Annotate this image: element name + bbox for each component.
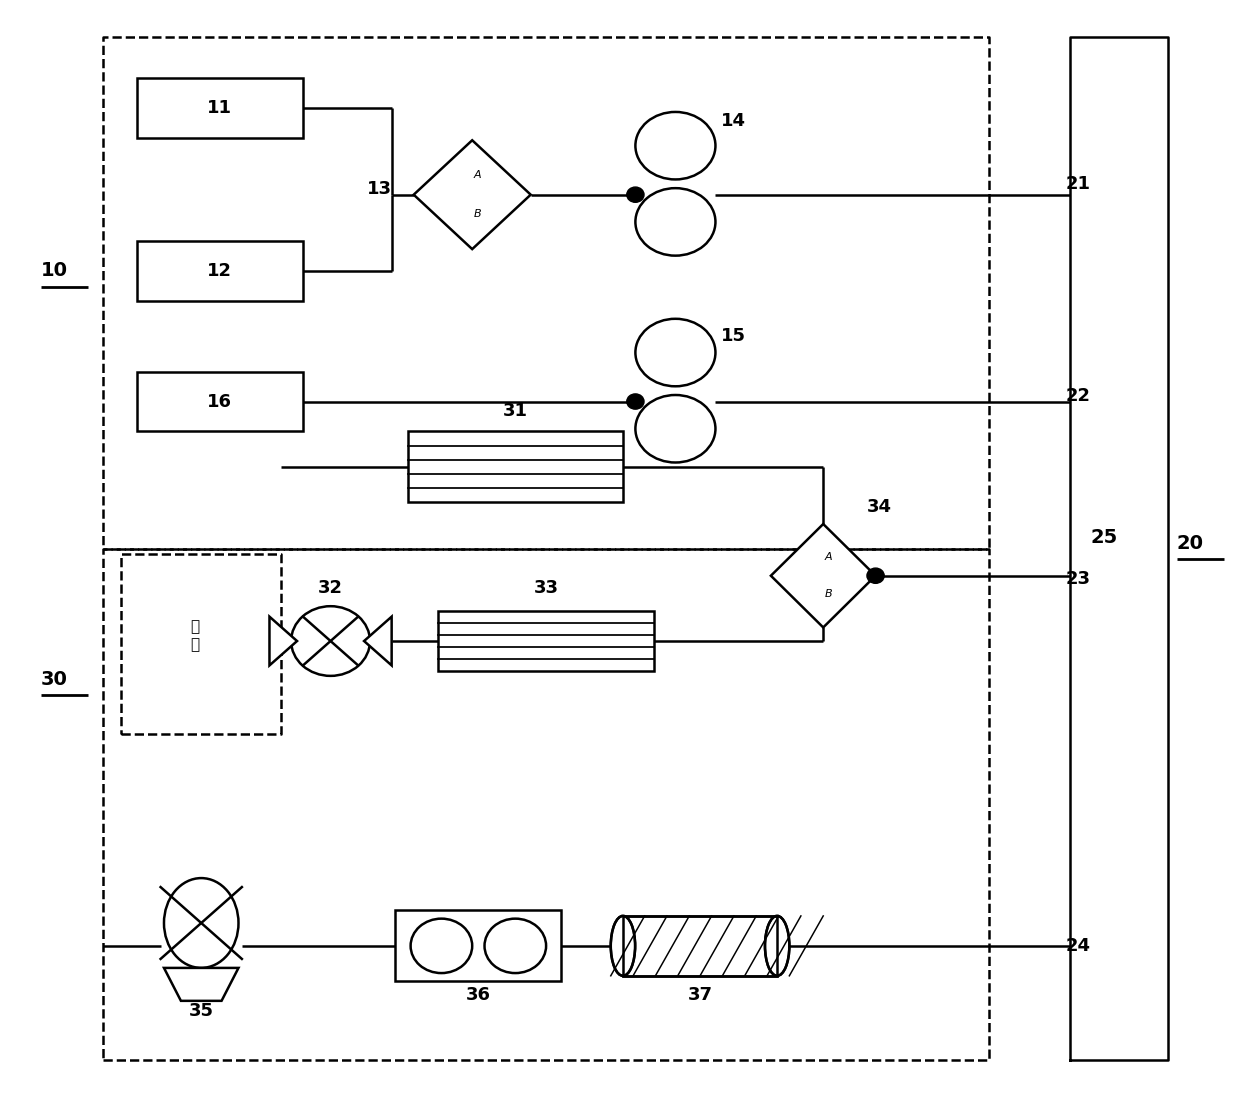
Ellipse shape — [164, 878, 238, 968]
Polygon shape — [771, 524, 875, 627]
Text: 16: 16 — [207, 393, 232, 410]
Bar — [622, 916, 777, 976]
Polygon shape — [365, 617, 392, 666]
Bar — [136, 241, 303, 301]
Text: 36: 36 — [466, 986, 491, 1004]
Circle shape — [485, 918, 546, 973]
Text: A: A — [474, 170, 481, 180]
Text: 23: 23 — [1066, 570, 1091, 588]
Bar — [396, 911, 562, 981]
Text: B: B — [825, 589, 832, 599]
Circle shape — [626, 394, 644, 409]
Ellipse shape — [635, 319, 715, 386]
Text: 35: 35 — [188, 1003, 213, 1020]
Text: 14: 14 — [720, 112, 746, 129]
Text: 25: 25 — [1090, 528, 1117, 547]
Text: 37: 37 — [687, 986, 713, 1004]
Ellipse shape — [765, 916, 790, 976]
Text: 15: 15 — [720, 327, 746, 346]
Text: 20: 20 — [1177, 533, 1204, 553]
Bar — [408, 431, 622, 502]
Text: 24: 24 — [1066, 937, 1091, 954]
Bar — [136, 78, 303, 137]
Text: 13: 13 — [367, 180, 392, 199]
Text: 22: 22 — [1066, 387, 1091, 405]
Text: 34: 34 — [867, 498, 892, 516]
Polygon shape — [269, 617, 298, 666]
Text: 空
气: 空 气 — [191, 620, 200, 652]
Text: 31: 31 — [502, 402, 528, 420]
Polygon shape — [414, 140, 531, 249]
Ellipse shape — [611, 916, 635, 976]
Text: 30: 30 — [41, 669, 68, 689]
Ellipse shape — [635, 189, 715, 256]
Text: 11: 11 — [207, 99, 232, 116]
Bar — [438, 611, 653, 671]
Text: A: A — [825, 552, 832, 562]
Text: 32: 32 — [317, 579, 343, 598]
Text: 33: 33 — [533, 579, 558, 598]
Bar — [622, 916, 777, 976]
Polygon shape — [164, 968, 238, 1000]
Text: B: B — [474, 210, 481, 219]
Ellipse shape — [635, 112, 715, 180]
Circle shape — [291, 607, 370, 676]
Text: 12: 12 — [207, 262, 232, 280]
Bar — [136, 372, 303, 431]
Text: 21: 21 — [1066, 174, 1091, 193]
Ellipse shape — [635, 395, 715, 463]
Circle shape — [867, 568, 884, 584]
Text: 10: 10 — [41, 261, 68, 281]
Circle shape — [626, 188, 644, 202]
Circle shape — [410, 918, 472, 973]
